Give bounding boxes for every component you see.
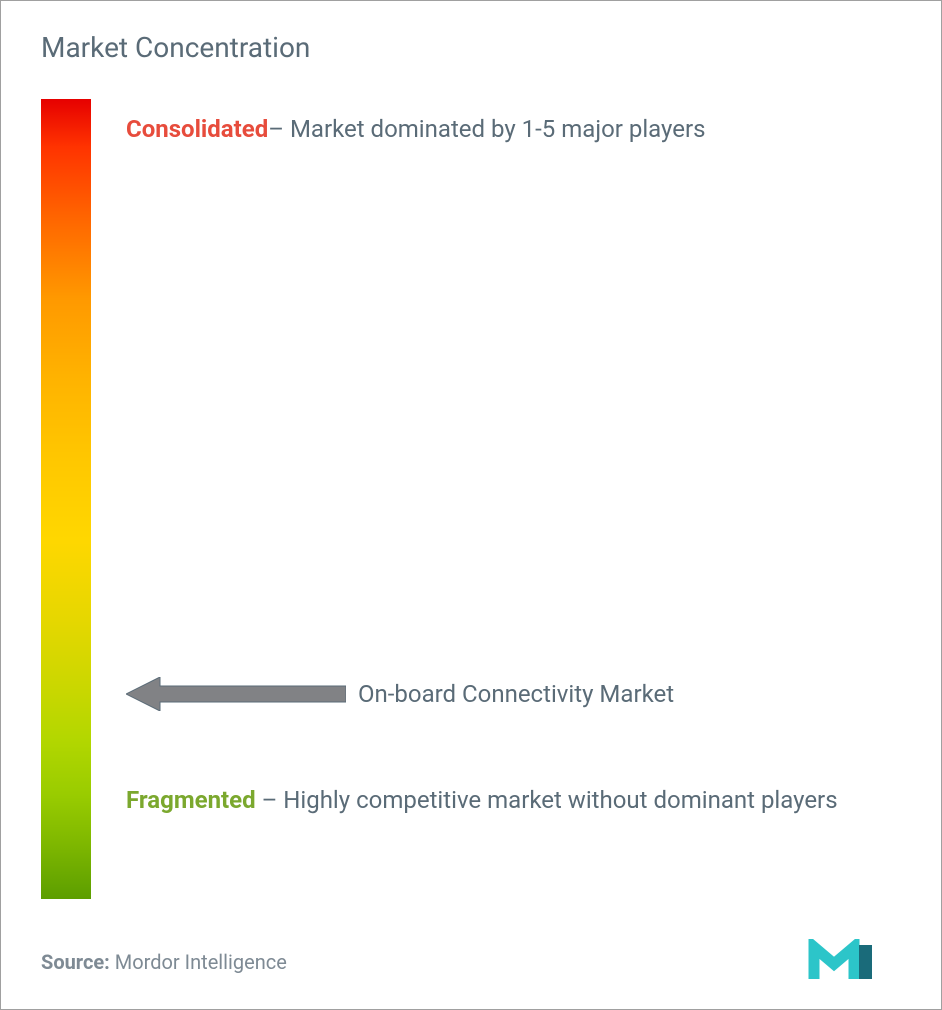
fragmented-text: – Highly competitive market without domi… xyxy=(256,786,838,814)
fragmented-label: Fragmented xyxy=(126,786,256,814)
labels-area: Consolidated– Market dominated by 1-5 ma… xyxy=(126,99,901,899)
market-pointer: On-board Connectivity Market xyxy=(126,677,674,711)
source-attribution: Source: Mordor Intelligence xyxy=(41,950,287,974)
chart-title: Market Concentration xyxy=(41,31,901,64)
mordor-logo-icon xyxy=(806,939,901,984)
footer: Source: Mordor Intelligence xyxy=(41,939,901,984)
content-area: Consolidated– Market dominated by 1-5 ma… xyxy=(41,99,901,899)
arrow-icon xyxy=(126,677,346,711)
consolidated-text: – Market dominated by 1-5 major players xyxy=(268,115,705,143)
chart-container: Market Concentration Consolidated– Marke… xyxy=(0,0,942,1010)
source-value: Mordor Intelligence xyxy=(115,950,287,974)
consolidated-description: Consolidated– Market dominated by 1-5 ma… xyxy=(126,104,881,154)
fragmented-description: Fragmented – Highly competitive market w… xyxy=(126,774,881,827)
concentration-gradient-bar xyxy=(41,99,91,899)
source-label: Source: xyxy=(41,950,115,974)
market-name-label: On-board Connectivity Market xyxy=(358,680,674,708)
consolidated-label: Consolidated xyxy=(126,115,268,143)
